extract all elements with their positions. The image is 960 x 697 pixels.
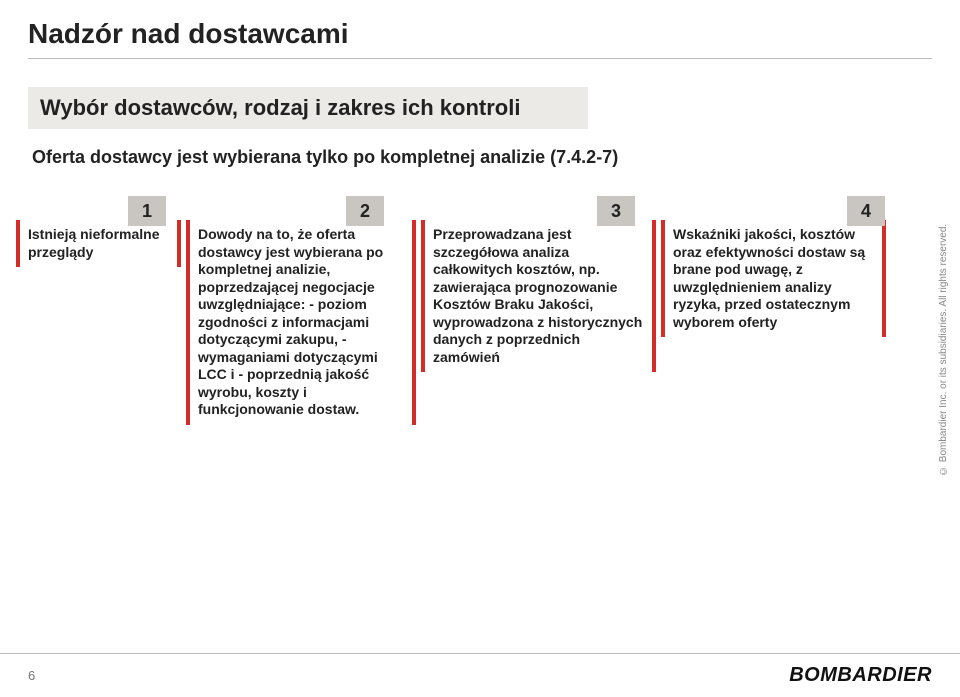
columns-row: 1 Istnieją nieformalne przeglądy 2 Dowod… [16, 202, 932, 425]
copyright-vertical: © Bombardier Inc. or its subsidiaries. A… [938, 170, 952, 530]
column-1-card: Istnieją nieformalne przeglądy [16, 220, 181, 267]
column-1-number: 1 [128, 196, 166, 226]
column-2: 2 Dowody na to, że oferta dostawcy jest … [186, 202, 416, 425]
subtitle-bar: Wybór dostawców, rodzaj i zakres ich kon… [28, 87, 588, 129]
column-4-card: Wskaźniki jakości, kosztów oraz efektywn… [661, 220, 886, 337]
column-3-number: 3 [597, 196, 635, 226]
column-3-card: Przeprowadzana jest szczegółowa analiza … [421, 220, 656, 372]
column-3: 3 Przeprowadzana jest szczegółowa analiz… [421, 202, 656, 372]
page-number: 6 [28, 668, 35, 683]
title-underline [28, 58, 932, 59]
column-1: 1 Istnieją nieformalne przeglądy [16, 202, 181, 267]
intro-text: Oferta dostawcy jest wybierana tylko po … [28, 147, 932, 168]
column-2-number: 2 [346, 196, 384, 226]
slide: Nadzór nad dostawcami Wybór dostawców, r… [0, 0, 960, 697]
column-4: 4 Wskaźniki jakości, kosztów oraz efekty… [661, 202, 886, 337]
column-4-number: 4 [847, 196, 885, 226]
footer: 6 BOMBARDIER [0, 653, 960, 687]
brand-logo: BOMBARDIER [789, 664, 932, 687]
page-title: Nadzór nad dostawcami [28, 18, 932, 50]
subtitle-text: Wybór dostawców, rodzaj i zakres ich kon… [40, 95, 520, 120]
column-2-card: Dowody na to, że oferta dostawcy jest wy… [186, 220, 416, 425]
